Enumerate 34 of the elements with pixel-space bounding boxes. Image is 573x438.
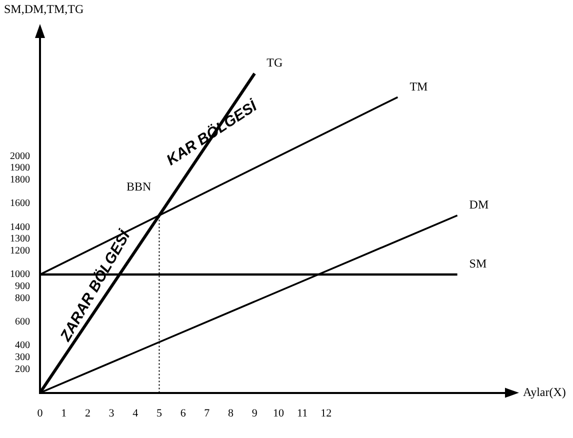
- x-tick-label: 2: [84, 407, 90, 420]
- y-tick-label: 300: [15, 352, 30, 363]
- x-tick-label: 8: [228, 407, 234, 420]
- y-tick-label: 900: [15, 280, 30, 292]
- x-tick-label: 1: [61, 407, 67, 420]
- series-label: SM: [469, 256, 487, 271]
- y-tick-label: 1000: [10, 269, 30, 280]
- y-tick-label: 1300: [10, 234, 30, 245]
- y-tick-label: 800: [15, 292, 30, 304]
- series-label: TM: [410, 79, 428, 94]
- y-tick-label: 1800: [10, 174, 30, 186]
- y-tick-label: 1900: [10, 162, 30, 174]
- y-tick-label: 600: [15, 316, 30, 328]
- x-tick-label: 9: [252, 407, 258, 420]
- series-label: TG: [266, 56, 283, 70]
- y-tick-label: 200: [15, 364, 30, 375]
- y-tick-label: 400: [15, 340, 30, 352]
- y-axis-title: SM,DM,TM,TG: [4, 2, 84, 16]
- x-tick-label: 3: [108, 407, 115, 420]
- y-tick-label: 1200: [10, 246, 30, 257]
- x-tick-label: 12: [320, 407, 332, 420]
- y-tick-label: 1600: [10, 198, 30, 210]
- x-tick-label: 4: [132, 407, 139, 420]
- x-tick-label: 6: [180, 407, 186, 420]
- y-tick-label: 1400: [10, 222, 30, 233]
- x-tick-label: 5: [156, 407, 162, 420]
- x-tick-label: 10: [272, 407, 284, 420]
- series-label: DM: [469, 198, 489, 212]
- x-tick-label: 11: [297, 407, 308, 420]
- x-tick-label: 0: [37, 407, 44, 420]
- y-tick-label: 2000: [10, 150, 30, 162]
- annotation: BBN: [126, 180, 152, 194]
- x-tick-label: 7: [204, 407, 210, 420]
- x-axis-title: Aylar(X): [523, 384, 566, 399]
